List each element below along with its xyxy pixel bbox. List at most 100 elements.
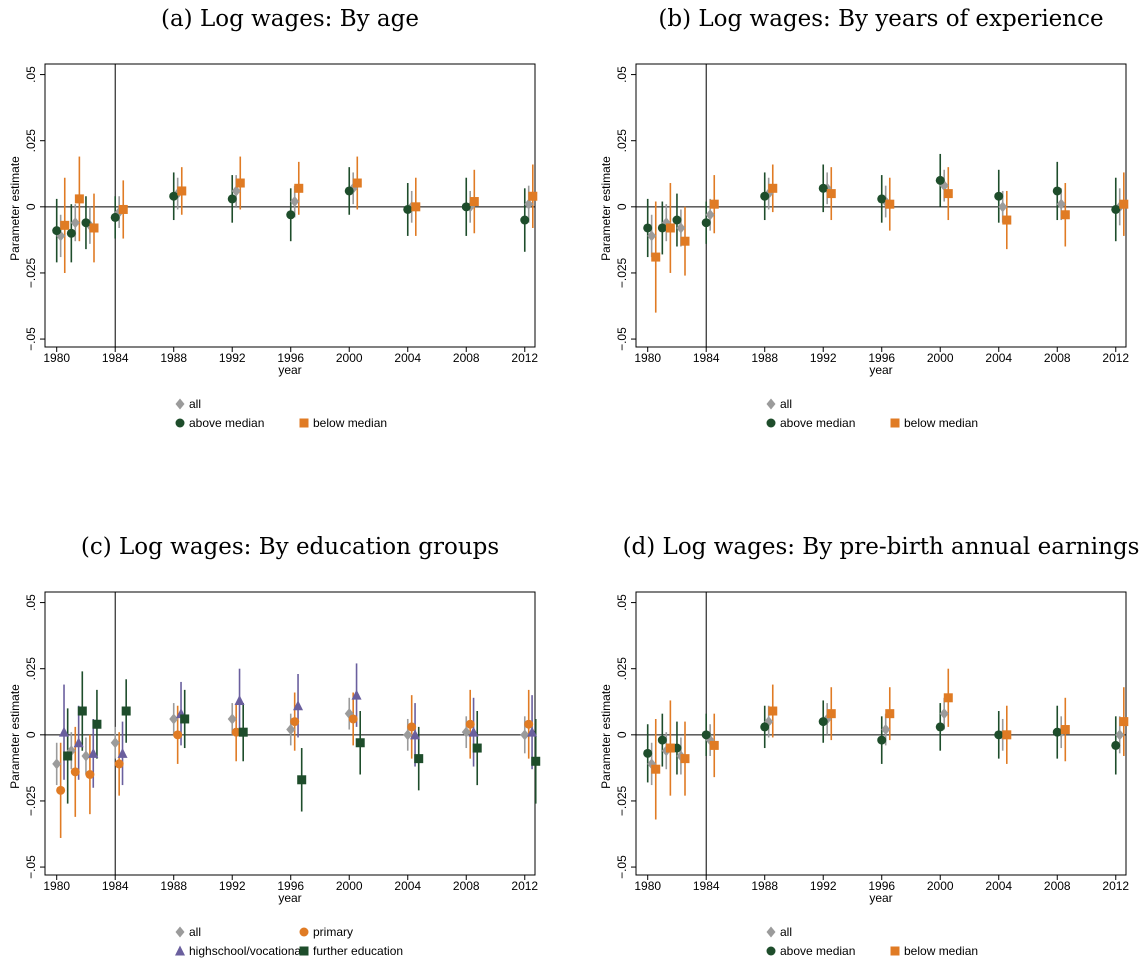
panel: (d) Log wages: By pre-birth annual earni… xyxy=(599,534,1139,958)
marker xyxy=(520,215,530,225)
plot-frame xyxy=(635,591,1127,876)
marker xyxy=(286,724,296,736)
panel: (c) Log wages: By education groups −.05 −.… xyxy=(8,534,541,958)
marker xyxy=(407,722,417,732)
marker xyxy=(994,730,1004,740)
marker xyxy=(1052,727,1062,737)
marker xyxy=(121,706,131,716)
legend-marker xyxy=(766,926,776,938)
legend-marker xyxy=(175,926,185,938)
legend-marker xyxy=(890,946,900,956)
marker xyxy=(768,706,778,716)
marker xyxy=(227,194,237,204)
marker xyxy=(235,178,245,188)
marker xyxy=(877,735,887,745)
marker xyxy=(66,228,76,238)
marker xyxy=(768,183,778,193)
legend-marker xyxy=(299,418,309,428)
marker xyxy=(238,727,248,737)
marker xyxy=(118,204,128,214)
legend-marker xyxy=(766,418,776,428)
marker xyxy=(826,709,836,719)
marker xyxy=(943,693,953,703)
marker xyxy=(351,689,362,700)
marker xyxy=(1060,725,1070,735)
marker xyxy=(680,754,690,764)
marker xyxy=(1119,199,1129,209)
marker xyxy=(701,218,711,228)
marker xyxy=(468,726,479,737)
legend-marker xyxy=(299,946,309,956)
marker xyxy=(705,209,715,221)
x-tick-label: 2000 xyxy=(927,351,954,365)
marker xyxy=(527,726,538,737)
marker xyxy=(760,722,770,732)
x-axis-label: year xyxy=(869,363,892,377)
marker xyxy=(85,769,95,779)
marker xyxy=(56,785,66,795)
legend-label: further education xyxy=(313,944,403,958)
x-tick-label: 1984 xyxy=(102,879,129,893)
x-tick-label: 1984 xyxy=(693,351,720,365)
x-tick-label: 1996 xyxy=(277,879,304,893)
y-tick-label: 0 xyxy=(615,203,629,210)
marker xyxy=(74,194,84,204)
x-tick-label: 1988 xyxy=(160,351,187,365)
marker xyxy=(998,201,1008,213)
marker xyxy=(81,218,91,228)
legend-marker xyxy=(175,945,185,956)
x-tick-label: 1984 xyxy=(693,879,720,893)
x-tick-label: 1984 xyxy=(102,351,129,365)
marker xyxy=(70,217,80,229)
marker xyxy=(89,223,99,233)
x-axis-label: year xyxy=(278,363,301,377)
y-tick-label: −.05 xyxy=(24,327,38,351)
y-tick-label: −.05 xyxy=(615,855,629,879)
legend-label: below median xyxy=(313,416,387,430)
x-tick-label: 1988 xyxy=(751,879,778,893)
y-tick-label: .05 xyxy=(24,66,38,83)
marker xyxy=(665,743,675,753)
marker xyxy=(709,740,719,750)
marker xyxy=(352,178,362,188)
marker xyxy=(760,191,770,201)
marker xyxy=(826,189,836,199)
x-tick-label: 2004 xyxy=(985,351,1012,365)
marker xyxy=(461,202,471,212)
y-axis-label: Parameter estimate xyxy=(8,156,22,261)
marker xyxy=(818,183,828,193)
marker xyxy=(231,185,241,197)
marker xyxy=(885,199,895,209)
y-tick-label: −.025 xyxy=(615,785,629,816)
x-tick-label: 1980 xyxy=(634,351,661,365)
y-tick-label: −.05 xyxy=(615,327,629,351)
marker xyxy=(520,729,530,741)
y-tick-label: .025 xyxy=(24,657,38,681)
marker xyxy=(461,726,471,738)
marker xyxy=(680,236,690,246)
x-tick-label: 1988 xyxy=(751,351,778,365)
marker xyxy=(52,226,62,236)
y-tick-label: .05 xyxy=(615,594,629,611)
x-tick-label: 1996 xyxy=(277,351,304,365)
marker xyxy=(117,747,128,758)
x-tick-label: 1992 xyxy=(810,879,837,893)
marker xyxy=(643,748,653,758)
x-tick-label: 1992 xyxy=(219,351,246,365)
panel-title: (a) Log wages: By age xyxy=(161,6,419,32)
marker xyxy=(1002,215,1012,225)
x-tick-label: 1988 xyxy=(160,879,187,893)
marker xyxy=(81,750,91,762)
legend-label: primary xyxy=(313,925,353,939)
legend-marker xyxy=(175,398,185,410)
y-axis-label: Parameter estimate xyxy=(8,684,22,789)
marker xyxy=(651,252,661,262)
marker xyxy=(290,717,300,727)
marker xyxy=(410,729,421,740)
y-tick-label: −.025 xyxy=(24,257,38,288)
x-axis-label: year xyxy=(869,891,892,905)
legend-label: below median xyxy=(904,416,978,430)
legend-marker xyxy=(766,398,776,410)
x-tick-label: 2004 xyxy=(394,879,421,893)
